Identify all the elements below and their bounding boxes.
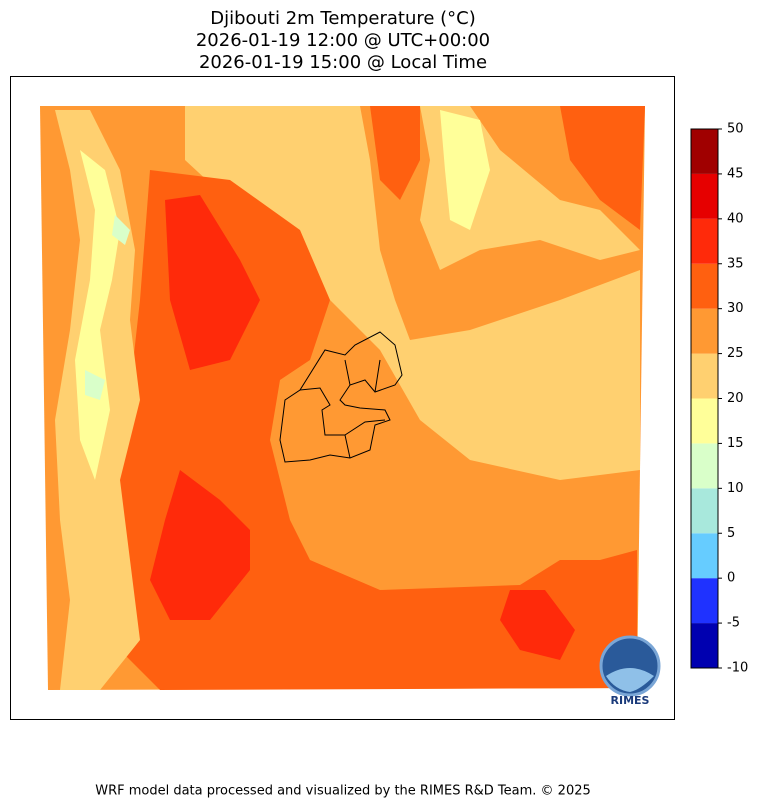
tick-label: 40 <box>727 211 744 226</box>
map-region <box>185 106 640 480</box>
colorbar: -10 -5 0 5 10 15 20 25 30 35 40 45 50 <box>690 122 748 676</box>
tick-label: 30 <box>727 301 744 316</box>
colorbar-segment <box>691 308 718 354</box>
colorbar-segment <box>691 129 718 174</box>
map-region <box>370 106 420 200</box>
map-region <box>440 110 490 230</box>
tick-label: 10 <box>727 481 744 496</box>
tick-label: 25 <box>727 346 744 361</box>
tick-label: -5 <box>727 616 740 631</box>
tick-label: -10 <box>727 661 748 676</box>
footer: WRF model data processed and visualized … <box>95 784 591 799</box>
colorbar-segment <box>691 623 718 668</box>
colorbar-segment <box>691 173 718 219</box>
map <box>10 76 675 720</box>
map-region <box>85 215 130 400</box>
tick-label: 5 <box>727 526 735 541</box>
title-line: 2026-01-19 15:00 @ Local Time <box>199 52 487 73</box>
map-region <box>560 106 645 230</box>
logo-text: RIMES <box>611 694 650 707</box>
tick-label: 35 <box>727 256 744 271</box>
title-line: 2026-01-19 12:00 @ UTC+00:00 <box>196 30 490 51</box>
map-region <box>500 590 575 660</box>
tick-label: 0 <box>727 571 735 586</box>
map-region <box>165 195 260 370</box>
title-line: Djibouti 2m Temperature (°C) <box>210 8 476 29</box>
colorbar-segment <box>691 578 718 624</box>
colorbar-segment <box>691 263 718 309</box>
tick-label: 45 <box>727 166 744 181</box>
tick-label: 20 <box>727 391 744 406</box>
map-region <box>150 470 250 620</box>
boundary <box>279 331 403 463</box>
map-region <box>75 150 120 480</box>
colorbar-segment <box>691 443 718 489</box>
colorbar-segment <box>691 533 718 579</box>
tick-label: 50 <box>727 122 744 137</box>
tick-label: 15 <box>727 436 744 451</box>
colorbar-segment <box>691 218 718 264</box>
colorbar-segment <box>691 353 718 399</box>
colorbar-segment <box>691 488 718 534</box>
colorbar-segment <box>691 398 718 444</box>
logo: RIMES <box>599 635 661 707</box>
